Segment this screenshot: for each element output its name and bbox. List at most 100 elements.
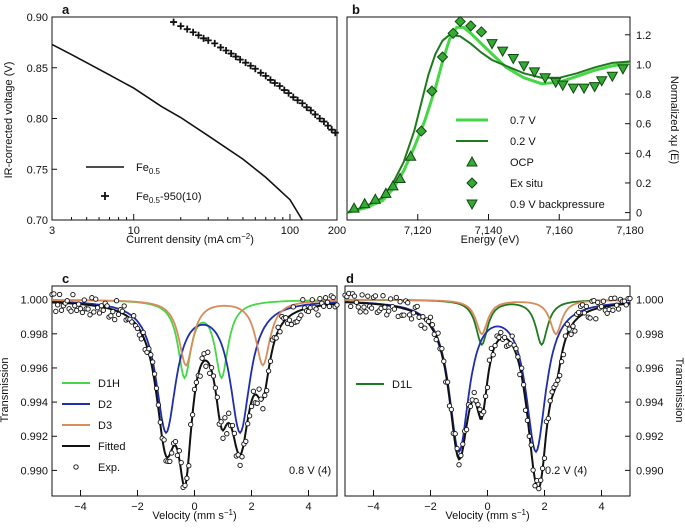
legend-ex-situ-label: Ex situ	[510, 178, 543, 190]
panel-c-exp-point	[93, 296, 99, 302]
panel-c-exp-point	[51, 291, 57, 297]
panel-d-exp-point	[570, 323, 576, 329]
series-fe05-950-point	[222, 46, 230, 54]
panel-c-exp-point	[121, 303, 127, 309]
panel-c-exp-point	[334, 302, 340, 308]
panel-d-exp-point	[357, 309, 363, 315]
panel-d-exp-point	[372, 293, 379, 299]
series-backpressure-point	[578, 83, 590, 95]
panel-c-exp-point	[151, 371, 158, 377]
panel-d-exp-point	[420, 314, 426, 320]
panel-c-exp-point	[246, 413, 253, 419]
panel-c-ytick-label: 0.990	[20, 465, 48, 477]
legend-d1l-label: D1L	[392, 379, 412, 391]
panel-c-exp-point	[260, 406, 266, 412]
panel-d-ytick-label: 0.990	[636, 465, 664, 477]
panel-d-exp-point	[583, 303, 589, 310]
panel-a-frame	[51, 16, 338, 221]
panel-c-exp-point	[161, 437, 167, 443]
panel-d-exp-point	[522, 407, 529, 413]
series-fe05-950-point	[204, 36, 212, 44]
panel-c-ytick-label: 1.000	[20, 295, 48, 307]
series-ocp-point	[358, 197, 371, 209]
panel-d-exp-point	[560, 351, 567, 358]
panel-c-exp-point	[275, 324, 281, 330]
series-fe05-950-point	[211, 39, 219, 47]
panel-label-d: d	[346, 271, 354, 286]
panel-d-exp-point	[477, 406, 483, 413]
panel-c-exp-point	[197, 373, 203, 379]
series-fe05-950-point	[331, 129, 339, 137]
panel-d-exp-point	[562, 333, 569, 339]
panel-a-ytick-label: 0.70	[27, 215, 48, 227]
panel-c-exp-point	[56, 291, 63, 298]
series-fe05-950-point	[242, 59, 250, 67]
panel-a-xtick-label: 200	[328, 225, 346, 237]
panel-d-exp-point	[528, 442, 534, 448]
series-backpressure-point	[595, 76, 608, 87]
panel-d-exp-point	[519, 365, 525, 371]
panel-d-exp-point	[401, 312, 407, 318]
panel-c-exp-point	[222, 415, 228, 421]
panel-d-exp-point	[439, 345, 445, 352]
panel-c-exp-point	[140, 329, 146, 336]
panel-d-exp-point	[422, 325, 428, 331]
panel-c-exp-point	[243, 438, 249, 445]
panel-d-exp-point	[568, 331, 574, 337]
panel-d-exp-point	[429, 322, 436, 328]
panel-b-ytick-label: 0.4	[636, 148, 651, 160]
panel-c-exp-point	[290, 304, 296, 310]
panel-c-exp-point	[286, 317, 293, 323]
panel-c-ylabel: Transmission	[0, 358, 11, 423]
panel-c-ytick-label: 0.994	[20, 397, 48, 409]
panel-d-ylabel: Transmission	[673, 358, 685, 423]
legend-backpressure-label: 0.9 V backpressure	[510, 199, 605, 211]
panel-d-chart: −4 −2 0 2 4 0.990 0.992 0.994 0.996 0.998 1.000 Vel…	[342, 285, 685, 522]
series-fe05-950-point	[266, 76, 274, 84]
panel-c-exp-point	[150, 359, 156, 365]
series-fe05-950-point	[227, 50, 235, 58]
panel-d-exp-point	[536, 485, 542, 492]
legend-d2-label: D2	[98, 399, 112, 411]
panel-d-exp-point	[397, 299, 403, 305]
legend-ocp-label: OCP	[510, 157, 534, 169]
panel-c-exp-point	[167, 458, 173, 465]
panel-d-exp-point	[348, 303, 354, 310]
series-fe05-950-point	[177, 22, 185, 30]
panel-d-exp-point	[513, 345, 519, 352]
series-ex-situ-point	[465, 20, 477, 32]
panel-c-exp-point	[75, 301, 82, 307]
panel-c-exp-point	[189, 412, 196, 418]
panel-c-exp-point	[174, 452, 181, 459]
panel-d-exp-point	[627, 295, 633, 302]
panel-d-exp-point	[486, 357, 493, 363]
panel-d-exp-point	[393, 294, 399, 301]
panel-c-exp-point	[300, 297, 306, 303]
panel-a-ytick-label: 0.85	[27, 63, 48, 75]
panel-d-exp-point	[555, 377, 561, 383]
panel-d-exp-point	[475, 401, 481, 408]
panel-d-exp-point	[410, 310, 417, 316]
series-fe05-950-point	[247, 62, 255, 70]
panel-d-exp-point	[408, 316, 415, 322]
panel-d-exp-point	[463, 426, 470, 433]
panel-b-ytick-label: 1.2	[636, 30, 651, 42]
series-fe05-950-point	[189, 28, 197, 36]
panel-d-exp-point	[581, 310, 588, 316]
panel-c-exp-point	[96, 310, 103, 316]
legend-d3-label: D3	[98, 420, 112, 432]
panel-c-exp-point	[178, 459, 184, 466]
panel-c-exp-point	[85, 306, 91, 312]
series-fe05-950-point	[271, 79, 279, 87]
series-backpressure-point	[528, 67, 541, 78]
panel-d-exp-point	[467, 403, 474, 410]
legend-0-7v-label: 0.7 V	[510, 115, 536, 127]
panel-c-exp-point	[277, 329, 283, 335]
panel-c-exp-point	[220, 435, 226, 441]
panel-d-exp-point	[418, 322, 424, 328]
panel-d-exp-point	[368, 305, 375, 311]
panel-c-exp-point	[256, 386, 262, 392]
panel-c-xtick-label: 2	[248, 501, 254, 513]
panel-c-xtick-label: 4	[305, 501, 311, 513]
panel-d-exp-point	[515, 354, 521, 360]
